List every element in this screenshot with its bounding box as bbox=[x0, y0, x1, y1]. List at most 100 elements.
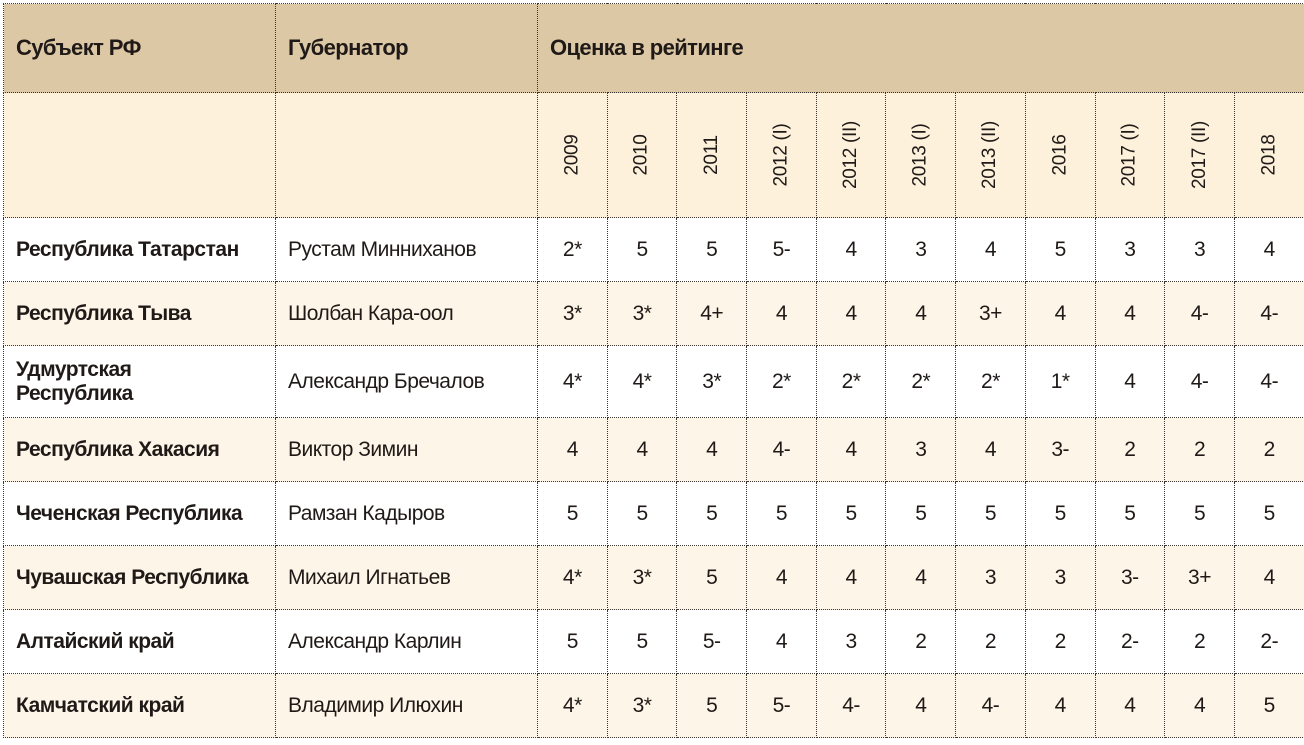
score-cell: 4 bbox=[1095, 282, 1165, 346]
score-cell: 5 bbox=[747, 482, 817, 546]
year-label: 2017 (II) bbox=[1189, 121, 1211, 189]
governor-cell: Владимир Илюхин bbox=[276, 674, 538, 738]
score-cell: 4 bbox=[747, 610, 817, 674]
score-cell: 5 bbox=[538, 482, 608, 546]
year-label: 2013 (II) bbox=[979, 121, 1001, 189]
score-cell: 4- bbox=[956, 674, 1026, 738]
score-cell: 4 bbox=[886, 546, 956, 610]
governor-cell: Рустам Минниханов bbox=[276, 218, 538, 282]
score-cell: 5 bbox=[1025, 482, 1095, 546]
year-label: 2016 bbox=[1049, 134, 1071, 175]
header-rating: Оценка в рейтинге bbox=[538, 4, 1304, 93]
score-cell: 4 bbox=[1165, 674, 1235, 738]
year-label: 2012 (II) bbox=[840, 121, 862, 189]
score-cell: 3* bbox=[607, 674, 677, 738]
region-cell: Республика Тыва bbox=[4, 282, 276, 346]
score-cell: 4 bbox=[956, 218, 1026, 282]
score-cell: 3* bbox=[607, 546, 677, 610]
score-cell: 5- bbox=[677, 610, 747, 674]
empty-cell bbox=[4, 93, 276, 218]
year-label: 2009 bbox=[561, 134, 583, 175]
score-cell: 5 bbox=[607, 482, 677, 546]
year-header: 2010 bbox=[607, 93, 677, 218]
year-label: 2018 bbox=[1258, 134, 1280, 175]
score-cell: 2 bbox=[886, 610, 956, 674]
score-cell: 4* bbox=[538, 346, 608, 418]
year-label: 2012 (I) bbox=[770, 123, 792, 186]
year-header: 2012 (II) bbox=[816, 93, 886, 218]
score-cell: 2 bbox=[1095, 418, 1165, 482]
governor-cell: Шолбан Кара-оол bbox=[276, 282, 538, 346]
score-cell: 3 bbox=[886, 418, 956, 482]
score-cell: 4 bbox=[816, 546, 886, 610]
year-header: 2009 bbox=[538, 93, 608, 218]
header-row: Субъект РФ Губернатор Оценка в рейтинге bbox=[4, 4, 1304, 93]
score-cell: 2- bbox=[1234, 610, 1304, 674]
score-cell: 5 bbox=[816, 482, 886, 546]
score-cell: 4 bbox=[816, 282, 886, 346]
score-cell: 5 bbox=[1234, 674, 1304, 738]
score-cell: 3 bbox=[886, 218, 956, 282]
governor-cell: Александр Карлин bbox=[276, 610, 538, 674]
year-header: 2017 (I) bbox=[1095, 93, 1165, 218]
governor-cell: Виктор Зимин bbox=[276, 418, 538, 482]
score-cell: 2 bbox=[956, 610, 1026, 674]
score-cell: 4- bbox=[747, 418, 817, 482]
score-cell: 2 bbox=[1165, 418, 1235, 482]
score-cell: 4* bbox=[538, 546, 608, 610]
score-cell: 2- bbox=[1095, 610, 1165, 674]
year-header: 2018 bbox=[1234, 93, 1304, 218]
year-header: 2012 (I) bbox=[747, 93, 817, 218]
score-cell: 5 bbox=[1165, 482, 1235, 546]
header-region: Субъект РФ bbox=[4, 4, 276, 93]
region-cell: Республика Хакасия bbox=[4, 418, 276, 482]
score-cell: 3 bbox=[816, 610, 886, 674]
score-cell: 4 bbox=[1025, 282, 1095, 346]
score-cell: 4- bbox=[1234, 282, 1304, 346]
score-cell: 2* bbox=[956, 346, 1026, 418]
score-cell: 4 bbox=[1095, 346, 1165, 418]
governor-rating-table: Субъект РФ Губернатор Оценка в рейтинге … bbox=[3, 3, 1304, 738]
score-cell: 4 bbox=[886, 282, 956, 346]
region-cell: Чеченская Республика bbox=[4, 482, 276, 546]
score-cell: 5 bbox=[677, 674, 747, 738]
score-cell: 5 bbox=[607, 610, 677, 674]
score-cell: 3 bbox=[1165, 218, 1235, 282]
score-cell: 1* bbox=[1025, 346, 1095, 418]
score-cell: 4 bbox=[1234, 218, 1304, 282]
score-cell: 2* bbox=[538, 218, 608, 282]
score-cell: 4- bbox=[1165, 282, 1235, 346]
score-cell: 5 bbox=[1095, 482, 1165, 546]
score-cell: 4* bbox=[538, 674, 608, 738]
score-cell: 5 bbox=[886, 482, 956, 546]
year-header: 2011 bbox=[677, 93, 747, 218]
region-cell: Республика Татарстан bbox=[4, 218, 276, 282]
score-cell: 4* bbox=[607, 346, 677, 418]
region-cell: Удмуртская Республика bbox=[4, 346, 276, 418]
year-header: 2013 (I) bbox=[886, 93, 956, 218]
score-cell: 5 bbox=[956, 482, 1026, 546]
score-cell: 3 bbox=[1025, 546, 1095, 610]
score-cell: 4 bbox=[1025, 674, 1095, 738]
governor-cell: Рамзан Кадыров bbox=[276, 482, 538, 546]
score-cell: 2 bbox=[1234, 418, 1304, 482]
score-cell: 5 bbox=[677, 482, 747, 546]
score-cell: 4+ bbox=[677, 282, 747, 346]
score-cell: 5 bbox=[538, 610, 608, 674]
score-cell: 2* bbox=[747, 346, 817, 418]
score-cell: 4 bbox=[747, 546, 817, 610]
score-cell: 4 bbox=[1234, 546, 1304, 610]
year-label: 2011 bbox=[701, 135, 723, 175]
score-cell: 3* bbox=[607, 282, 677, 346]
score-cell: 4- bbox=[1234, 346, 1304, 418]
region-cell: Алтайский край bbox=[4, 610, 276, 674]
score-cell: 3- bbox=[1095, 546, 1165, 610]
score-cell: 5- bbox=[747, 218, 817, 282]
empty-cell bbox=[276, 93, 538, 218]
